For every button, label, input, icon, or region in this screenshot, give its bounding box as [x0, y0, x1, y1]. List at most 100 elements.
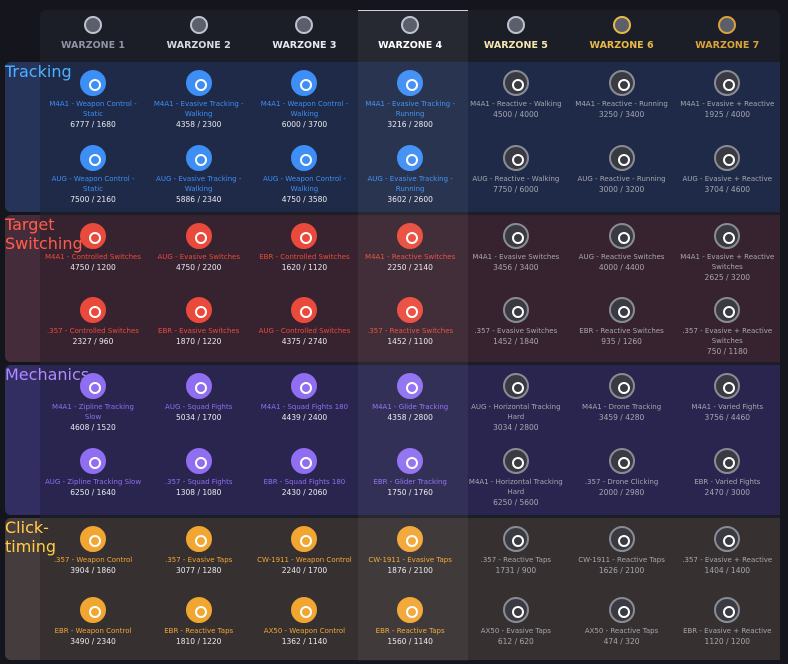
challenge-icon [714, 448, 741, 474]
section-tab: Click-timing [5, 518, 56, 660]
challenge-icon [397, 70, 424, 96]
column-label: WARZONE 6 [589, 40, 654, 51]
challenge-name: EBR - Glider Tracking [373, 478, 447, 486]
challenge-score: 3250 / 3400 [598, 110, 645, 119]
challenge-icon [608, 373, 635, 399]
challenge-name: M4A1 - Evasive + Reactive Switches [680, 253, 775, 271]
column-header: WARZONE 1 [40, 16, 146, 51]
challenge: .357 - Controlled Switches 2327 / 960 [40, 296, 146, 347]
challenge-score: 4358 / 2300 [175, 120, 222, 129]
column-header: WARZONE 4 [357, 16, 463, 51]
challenge-name: M4A1 - Controlled Switches [44, 253, 142, 261]
challenge: M4A1 - Varied Fights 3756 / 4460 [674, 373, 780, 423]
challenge: EBR - Controlled Switches 1620 / 1120 [251, 223, 357, 273]
rank-medal [84, 16, 102, 34]
challenge-icon [608, 223, 635, 249]
challenge: M4A1 - Evasive Tracking - Walking 4358 / … [146, 70, 252, 130]
challenge: AUG - Reactive - Running 3000 / 3200 [569, 145, 675, 195]
challenge-name: AUG - Zipline Tracking Slow [44, 478, 142, 486]
challenge-icon [185, 145, 212, 171]
challenge-score: 3459 / 4280 [598, 413, 645, 422]
challenge-score: 2250 / 2140 [387, 263, 433, 272]
challenge-score: 3756 / 4460 [704, 413, 751, 422]
challenge-icon [397, 526, 424, 552]
challenge: EBR - Glider Tracking 1750 / 1760 [357, 448, 463, 498]
challenge: M4A1 - Reactive - Running 3250 / 3400 [569, 70, 675, 120]
challenge-score: 6250 / 5600 [493, 498, 539, 507]
challenge-icon [608, 70, 635, 96]
challenge-icon [185, 526, 212, 552]
challenge-score: 2000 / 2980 [598, 488, 645, 497]
challenge-score: 1876 / 2100 [387, 566, 433, 575]
challenge-name: .357 - Weapon Control [53, 556, 133, 564]
challenge: CW-1911 - Reactive Taps 1626 / 2100 [569, 526, 675, 576]
challenge-name: M4A1 - Squad Fights 180 [260, 403, 349, 411]
challenge: .357 - Evasive Taps 3077 / 1280 [146, 526, 252, 576]
challenge-icon [714, 70, 741, 96]
challenge-icon [291, 373, 318, 399]
challenge: EBR - Reactive Switches 935 / 1260 [569, 296, 675, 347]
challenge-name: M4A1 - Zipline Tracking Slow [52, 403, 134, 421]
challenge-name: EBR - Controlled Switches [259, 253, 350, 261]
challenge-score: 1362 / 1140 [281, 637, 328, 646]
challenge: AUG - Reactive - Walking 7750 / 6000 [463, 145, 569, 195]
challenge-name: M4A1 - Evasive + Reactive [680, 100, 775, 108]
challenge-name: EBR - Weapon Control [54, 627, 132, 635]
challenge-name: M4A1 - Evasive Tracking - Walking [153, 100, 244, 118]
challenge-icon [291, 526, 318, 552]
challenge-name: AUG - Weapon Control - Static [51, 175, 135, 193]
challenge: CW-1911 - Evasive Taps 1876 / 2100 [357, 526, 463, 576]
challenge: AUG - Horizontal Tracking Hard 3034 / 280… [463, 373, 569, 433]
challenge-name: .357 - Controlled Switches [47, 326, 139, 335]
challenge-name: M4A1 - Varied Fights [691, 403, 764, 411]
section-label: Target Switching [5, 215, 83, 253]
challenge-icon [80, 223, 106, 249]
challenge-score: 1308 / 1080 [175, 488, 222, 497]
challenge-score: 1925 / 4000 [704, 110, 751, 119]
column-label: WARZONE 1 [60, 40, 126, 51]
challenge-icon [608, 145, 635, 171]
challenge-name: AUG - Evasive Tracking - Walking [156, 175, 242, 193]
challenge-score: 4358 / 2800 [387, 413, 433, 422]
challenge-score: 1620 / 1120 [281, 263, 328, 272]
challenge-name: .357 - Reactive Switches [367, 326, 454, 335]
challenge-icon [502, 373, 529, 399]
section: Mechanics [5, 365, 780, 515]
challenge-name: AUG - Evasive Switches [157, 253, 240, 261]
challenge: AUG - Weapon Control - Static 7500 / 2160 [40, 145, 146, 205]
challenge: AX50 - Evasive Taps 612 / 620 [463, 597, 569, 647]
section: Click-timing [5, 518, 780, 660]
challenge-icon [714, 526, 741, 552]
challenge-icon [714, 597, 741, 623]
challenge-icon [714, 373, 741, 399]
challenge: AUG - Reactive Switches 4000 / 4400 [569, 223, 675, 273]
rank-medal [295, 16, 314, 34]
challenge-icon [291, 597, 318, 623]
challenge-score: 4608 / 1520 [70, 423, 116, 432]
challenge-name: AX50 - Evasive Taps [480, 627, 551, 635]
challenge-score: 4500 / 4000 [493, 110, 539, 119]
challenge-score: 1120 / 1200 [704, 637, 751, 646]
challenge: AUG - Evasive Tracking - Running 3602 / 2… [357, 145, 463, 205]
challenge-icon [502, 296, 529, 323]
challenge-icon [502, 223, 529, 249]
challenge: CW-1911 - Weapon Control 2240 / 1700 [251, 526, 357, 576]
section: Target Switching [5, 215, 780, 362]
section-label: Tracking [5, 62, 72, 81]
challenge: .357 - Evasive Switches 1452 / 1840 [463, 296, 569, 347]
challenge-score: 1404 / 1400 [704, 566, 751, 575]
challenge-icon [714, 296, 741, 323]
challenge-name: M4A1 - Weapon Control - Static [49, 100, 137, 118]
rank-medal [718, 16, 737, 34]
challenge-score: 612 / 620 [497, 637, 534, 646]
challenge: AUG - Evasive + Reactive 3704 / 4600 [674, 145, 780, 195]
challenge: M4A1 - Evasive Switches 3456 / 3400 [463, 223, 569, 273]
challenge-icon [185, 373, 212, 399]
challenge: M4A1 - Reactive - Walking 4500 / 4000 [463, 70, 569, 120]
challenge: M4A1 - Weapon Control - Static 6777 / 168… [40, 70, 146, 130]
challenge: M4A1 - Evasive + Reactive Switches 2625 /… [674, 223, 780, 283]
challenge: M4A1 - Reactive Switches 2250 / 2140 [357, 223, 463, 273]
challenge-name: M4A1 - Evasive Tracking - Running [365, 100, 455, 118]
challenge: .357 - Drone Clicking 2000 / 2980 [569, 448, 675, 498]
challenge-score: 7750 / 6000 [493, 185, 539, 194]
